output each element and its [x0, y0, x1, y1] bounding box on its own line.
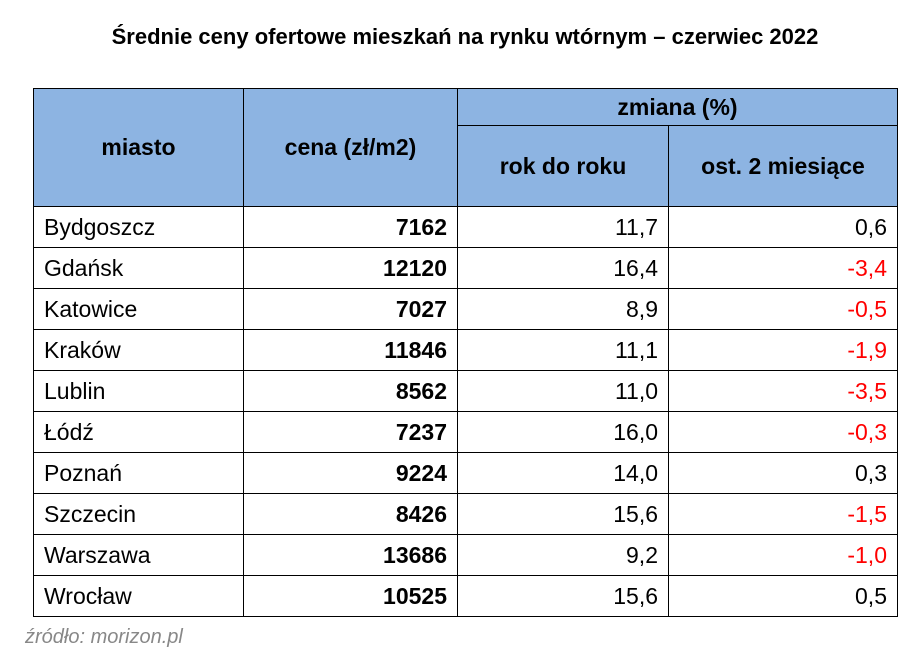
cell-yoy: 14,0 [457, 452, 669, 494]
cell-city: Lublin [33, 370, 244, 412]
table-row: Poznań 9224 14,0 0,3 [33, 452, 898, 494]
cell-price: 7027 [243, 288, 458, 330]
cell-yoy: 16,4 [457, 247, 669, 289]
cell-two-months: -3,4 [668, 247, 898, 289]
table-row: Bydgoszcz 7162 11,7 0,6 [33, 206, 898, 248]
cell-price: 10525 [243, 575, 458, 617]
cell-city: Poznań [33, 452, 244, 494]
table-row: Warszawa 13686 9,2 -1,0 [33, 534, 898, 576]
table-row: Szczecin 8426 15,6 -1,5 [33, 493, 898, 535]
cell-price: 7162 [243, 206, 458, 248]
cell-two-months: 0,5 [668, 575, 898, 617]
table-row: Kraków 11846 11,1 -1,9 [33, 329, 898, 371]
title: Średnie ceny ofertowe mieszkań na rynku … [111, 24, 819, 49]
cell-city: Bydgoszcz [33, 206, 244, 248]
cell-city: Szczecin [33, 493, 244, 535]
cell-price: 8426 [243, 493, 458, 535]
header-two-months: ost. 2 miesiące [668, 125, 898, 207]
cell-price: 12120 [243, 247, 458, 289]
cell-price: 9224 [243, 452, 458, 494]
cell-two-months: -1,5 [668, 493, 898, 535]
cell-city: Katowice [33, 288, 244, 330]
cell-yoy: 9,2 [457, 534, 669, 576]
cell-two-months: -3,5 [668, 370, 898, 412]
cell-two-months: 0,3 [668, 452, 898, 494]
cell-two-months: -0,5 [668, 288, 898, 330]
cell-two-months: -0,3 [668, 411, 898, 453]
cell-city: Łódź [33, 411, 244, 453]
cell-yoy: 11,7 [457, 206, 669, 248]
cell-two-months: -1,9 [668, 329, 898, 371]
header-price: cena (zł/m2) [243, 88, 458, 207]
cell-city: Gdańsk [33, 247, 244, 289]
price-table: miasto cena (zł/m2) zmiana (%) rok do ro… [33, 88, 898, 617]
header-yoy: rok do roku [457, 125, 669, 207]
cell-yoy: 11,1 [457, 329, 669, 371]
table-row: Katowice 7027 8,9 -0,5 [33, 288, 898, 330]
cell-price: 7237 [243, 411, 458, 453]
cell-yoy: 11,0 [457, 370, 669, 412]
cell-yoy: 15,6 [457, 575, 669, 617]
cell-city: Warszawa [33, 534, 244, 576]
cell-price: 13686 [243, 534, 458, 576]
cell-city: Wrocław [33, 575, 244, 617]
cell-two-months: -1,0 [668, 534, 898, 576]
header-change: zmiana (%) [457, 88, 898, 126]
source: źródło: morizon.pl [25, 626, 183, 648]
table-row: Łódź 7237 16,0 -0,3 [33, 411, 898, 453]
table-body: Bydgoszcz 7162 11,7 0,6 Gdańsk 12120 16,4 -3,4 K… [33, 206, 898, 617]
table-row: Wrocław 10525 15,6 0,5 [33, 575, 898, 617]
cell-city: Kraków [33, 329, 244, 371]
cell-yoy: 16,0 [457, 411, 669, 453]
table-row: Gdańsk 12120 16,4 -3,4 [33, 247, 898, 289]
table-row: Lublin 8562 11,0 -3,5 [33, 370, 898, 412]
cell-two-months: 0,6 [668, 206, 898, 248]
cell-yoy: 15,6 [457, 493, 669, 535]
cell-yoy: 8,9 [457, 288, 669, 330]
cell-price: 11846 [243, 329, 458, 371]
cell-price: 8562 [243, 370, 458, 412]
header-city: miasto [33, 88, 244, 207]
